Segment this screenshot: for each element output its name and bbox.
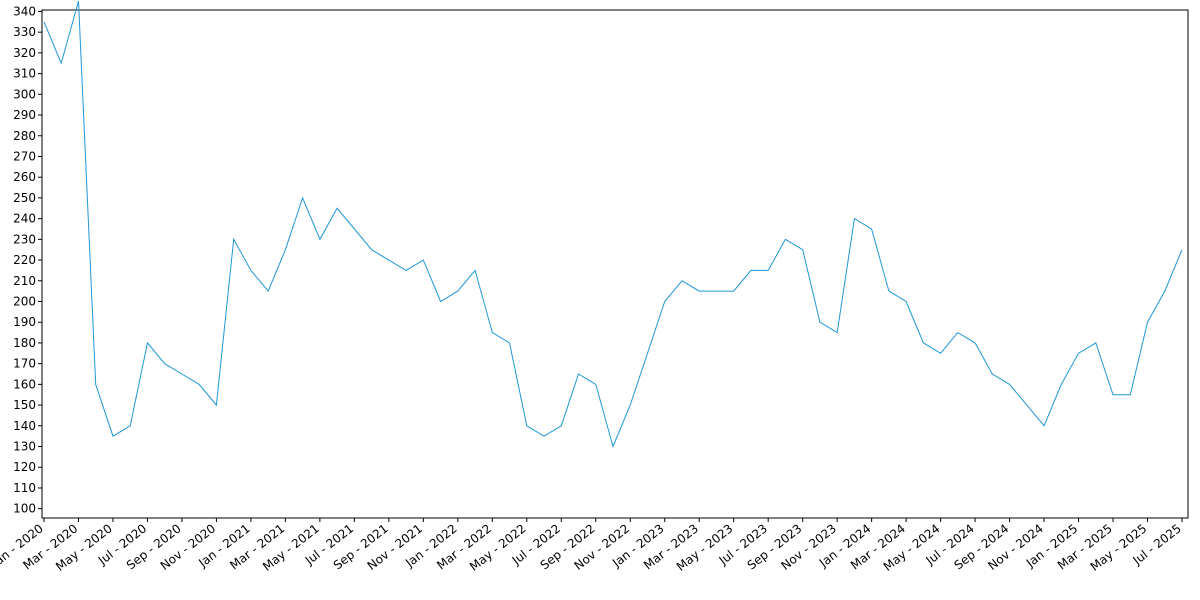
y-tick-label: 290 xyxy=(13,108,36,122)
y-tick-label: 300 xyxy=(13,87,36,101)
plot-frame xyxy=(41,9,1189,519)
y-tick-label: 160 xyxy=(13,377,36,391)
y-tick-label: 110 xyxy=(13,481,36,495)
y-tick-label: 220 xyxy=(13,253,36,267)
y-tick-label: 210 xyxy=(13,274,36,288)
y-tick-label: 130 xyxy=(13,440,36,454)
y-tick-label: 340 xyxy=(13,4,36,18)
series-line xyxy=(43,0,1183,449)
y-tick-label: 190 xyxy=(13,315,36,329)
y-tick-label: 150 xyxy=(13,398,36,412)
y-tick-label: 240 xyxy=(13,212,36,226)
y-tick-label: 100 xyxy=(13,502,36,516)
y-tick-label: 330 xyxy=(13,25,36,39)
y-tick-label: 230 xyxy=(13,232,36,246)
y-tick-label: 270 xyxy=(13,149,36,163)
y-tick-label: 200 xyxy=(13,294,36,308)
y-tick-label: 310 xyxy=(13,67,36,81)
y-tick-label: 320 xyxy=(13,46,36,60)
y-tick-label: 260 xyxy=(13,170,36,184)
y-tick-label: 170 xyxy=(13,357,36,371)
y-tick-label: 140 xyxy=(13,419,36,433)
y-tick-label: 250 xyxy=(13,191,36,205)
y-tick-label: 180 xyxy=(13,336,36,350)
y-tick-label: 280 xyxy=(13,129,36,143)
y-tick-label: 120 xyxy=(13,460,36,474)
